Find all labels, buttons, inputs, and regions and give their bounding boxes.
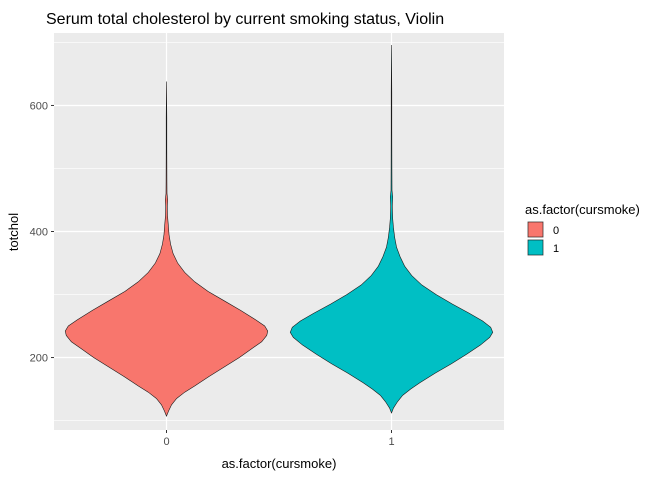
- x-tick-label: 1: [388, 436, 394, 448]
- violin-0: [64, 81, 269, 417]
- legend-label-1: 1: [553, 243, 559, 255]
- y-tick-label: 200: [30, 353, 48, 365]
- legend-key-0: [527, 221, 544, 238]
- chart-title: Serum total cholesterol by current smoki…: [46, 11, 444, 28]
- legend-key-1: [527, 239, 544, 256]
- violin-1: [289, 44, 494, 414]
- legend-label-0: 0: [553, 225, 559, 237]
- x-tick-label: 0: [163, 436, 169, 448]
- legend-title: as.factor(cursmoke): [525, 202, 640, 217]
- violins: [64, 44, 494, 417]
- y-axis: 200 400 600: [30, 100, 54, 365]
- y-tick-label: 600: [30, 100, 48, 112]
- legend: as.factor(cursmoke) 0 1: [525, 202, 640, 256]
- y-axis-title: totchol: [6, 213, 21, 251]
- x-axis-title: as.factor(cursmoke): [222, 456, 337, 471]
- y-tick-label: 400: [30, 227, 48, 239]
